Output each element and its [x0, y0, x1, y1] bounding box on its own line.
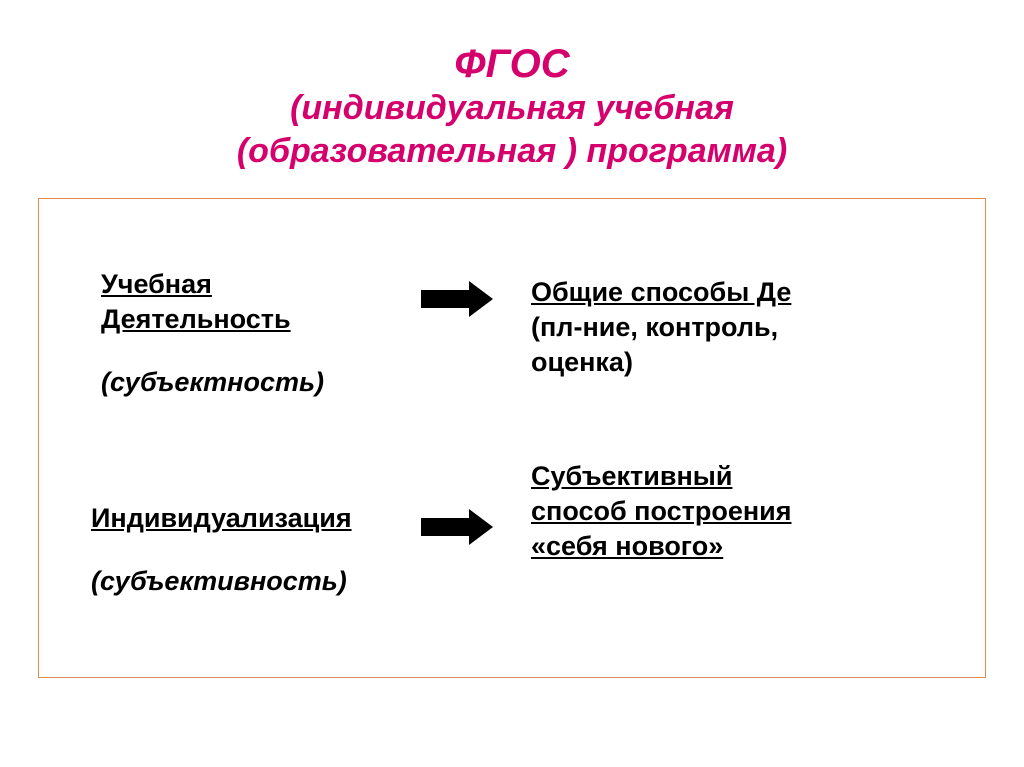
left1-line2: Деятельность — [101, 302, 324, 337]
block-right-2: Субъективный способ построения «себя нов… — [531, 459, 792, 564]
arrow-head-icon — [469, 281, 493, 317]
right1-line2: (пл-ние, контроль, — [531, 310, 791, 345]
arrow-shaft-icon — [421, 518, 469, 536]
right1-line1: Общие способы Де — [531, 275, 791, 310]
arrow-2 — [421, 509, 493, 545]
title-line-1: ФГОС — [0, 42, 1024, 87]
left2-line2: (субъективность) — [91, 564, 352, 599]
arrow-shaft-icon — [421, 290, 469, 308]
left1-line3: (субъектность) — [101, 365, 324, 400]
slide-title: ФГОС (индивидуальная учебная (образовате… — [0, 0, 1024, 190]
title-line-2: (индивидуальная учебная — [0, 87, 1024, 130]
block-left-2: Индивидуализация (субъективность) — [91, 501, 352, 599]
left2-line1: Индивидуализация — [91, 501, 352, 536]
left1-line1: Учебная — [101, 267, 324, 302]
title-line-3: (образовательная ) программа) — [0, 130, 1024, 173]
block-right-1: Общие способы Де (пл-ние, контроль, оцен… — [531, 275, 791, 380]
block-left-1: Учебная Деятельность (субъектность) — [101, 267, 324, 400]
right2-line2: способ построения — [531, 494, 792, 529]
arrow-head-icon — [469, 509, 493, 545]
arrow-1 — [421, 281, 493, 317]
content-frame: Учебная Деятельность (субъектность) Общи… — [38, 198, 986, 678]
right2-line3: «себя нового» — [531, 529, 792, 564]
right1-line3: оценка) — [531, 345, 791, 380]
right2-line1: Субъективный — [531, 459, 792, 494]
